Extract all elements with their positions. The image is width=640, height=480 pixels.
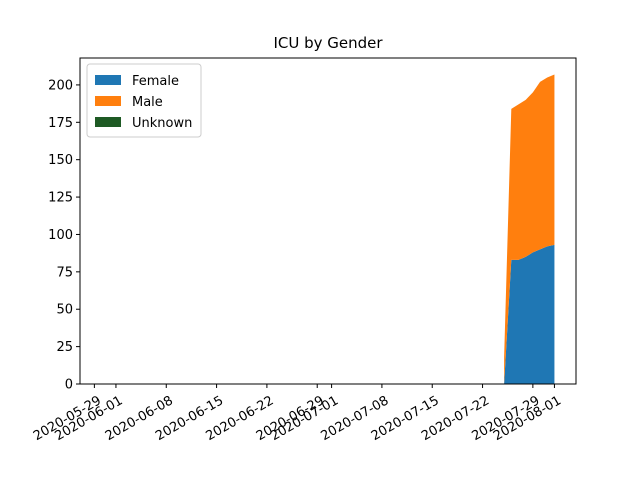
legend-label-female: Female bbox=[132, 74, 179, 89]
axes-frame bbox=[79, 57, 577, 385]
chart-title: ICU by Gender bbox=[273, 34, 383, 52]
y-tick-label: 100 bbox=[48, 228, 73, 243]
area-female bbox=[504, 244, 555, 384]
legend: Female Male Unknown bbox=[86, 63, 202, 138]
y-tick-label: 200 bbox=[48, 78, 73, 93]
y-tick-label: 50 bbox=[56, 303, 73, 318]
legend-swatch-unknown bbox=[95, 117, 121, 127]
y-tick-label: 0 bbox=[65, 378, 73, 393]
legend-swatch-female bbox=[95, 75, 121, 85]
legend-label-male: Male bbox=[132, 95, 163, 110]
y-tick-label: 75 bbox=[56, 265, 73, 280]
legend-label-unknown: Unknown bbox=[132, 116, 192, 131]
y-tick-label: 25 bbox=[56, 340, 73, 355]
legend-swatch-male bbox=[95, 96, 121, 106]
x-axis: 2020-05-292020-06-012020-06-082020-06-15… bbox=[31, 384, 564, 444]
y-tick-label: 150 bbox=[48, 153, 73, 168]
y-tick-label: 175 bbox=[48, 116, 73, 131]
y-axis: 0 25 50 75 100 125 150 175 200 bbox=[48, 78, 80, 393]
area-male bbox=[504, 74, 555, 385]
area-layer bbox=[504, 74, 555, 385]
y-tick-label: 125 bbox=[48, 191, 73, 206]
